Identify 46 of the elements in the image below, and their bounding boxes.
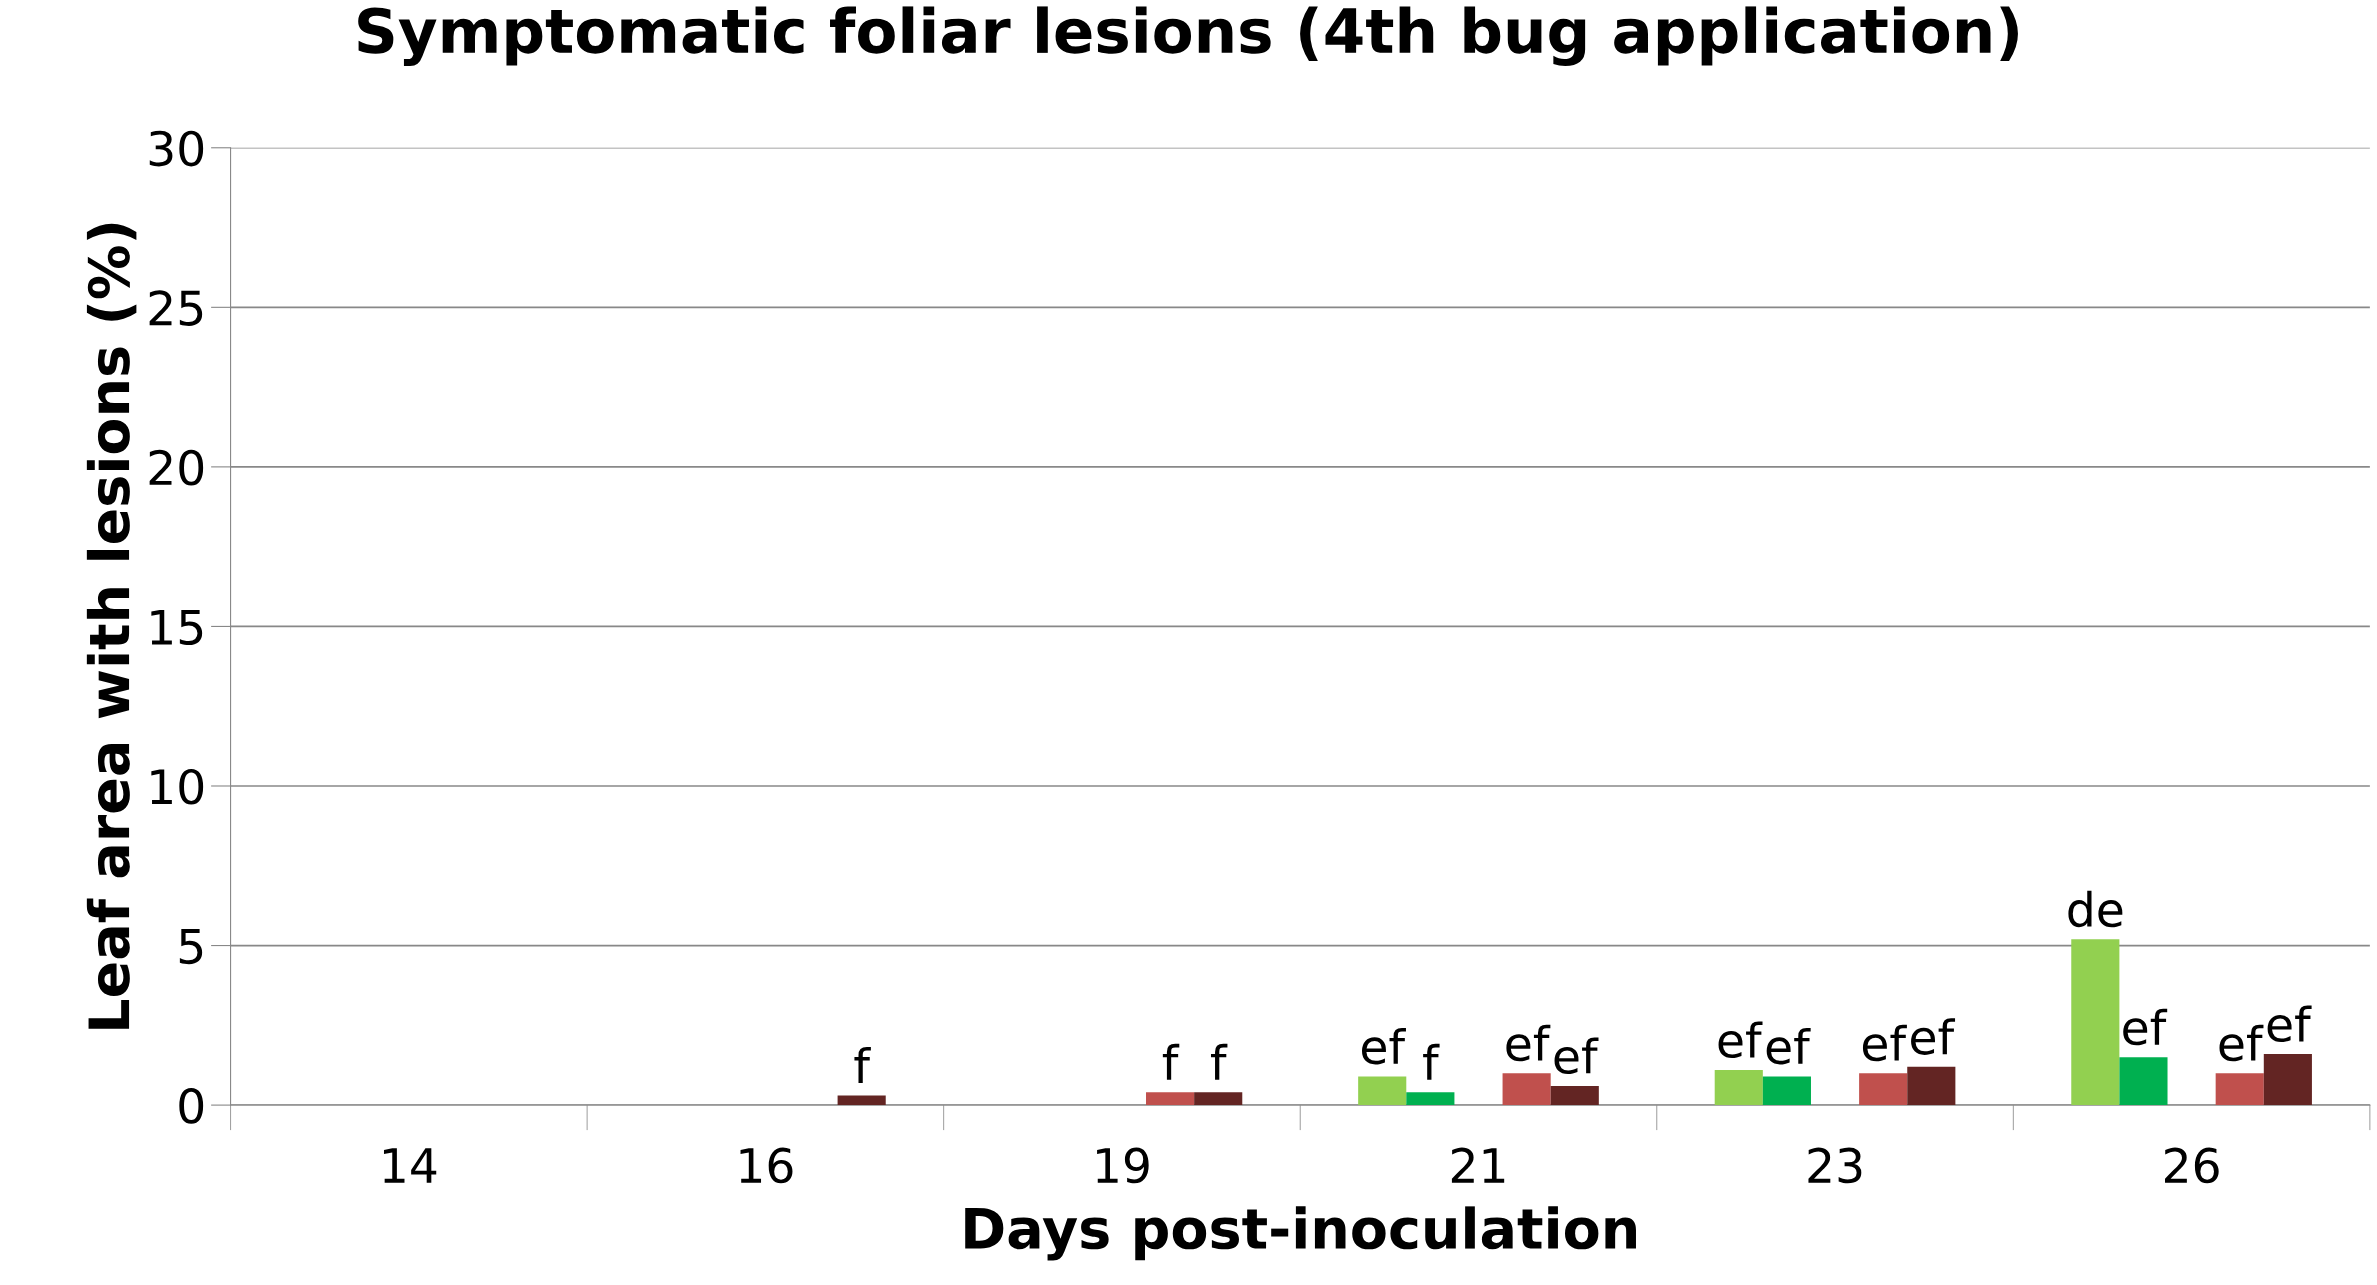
y-axis-title: Leaf area with lesions (%) (86, 223, 137, 1029)
data-label: ef (2219, 1024, 2264, 1062)
y-tick-label: 0 (179, 1087, 204, 1124)
bar (2215, 1073, 2264, 1106)
data-label: de (2068, 890, 2123, 928)
data-label: f (1210, 1043, 1228, 1080)
bar (1550, 1085, 1599, 1106)
bar (1146, 1092, 1195, 1106)
data-label: ef (1911, 1018, 1956, 1055)
data-label: ef (2267, 1005, 2312, 1043)
y-tick-label: 20 (149, 449, 204, 486)
data-label: ef (1766, 1027, 1811, 1065)
y-tick-label: 25 (149, 290, 203, 326)
y-tick-label: 5 (179, 929, 203, 965)
bar (1194, 1092, 1243, 1106)
x-axis-title: Days post-inoculation (965, 1206, 1636, 1261)
x-tick-label: 21 (1451, 1147, 1505, 1183)
data-label: f (1423, 1043, 1440, 1080)
data-label: f (854, 1047, 871, 1083)
chart-title: Symptomatic foliar lesions (4th bug application) (358, 6, 2018, 67)
bar (1406, 1092, 1455, 1106)
x-tick-label: 16 (740, 1147, 793, 1184)
bar (1714, 1070, 1763, 1106)
data-label: ef (1361, 1027, 1406, 1065)
y-tick-label: 30 (149, 130, 204, 167)
bar (2119, 1057, 2168, 1106)
data-label: ef (1862, 1024, 1907, 1062)
data-label: ef (1506, 1024, 1551, 1062)
bar (1859, 1073, 1908, 1106)
data-label: ef (2123, 1008, 2168, 1046)
bar (1358, 1076, 1407, 1106)
data-label: f (1162, 1043, 1180, 1080)
bar (2071, 939, 2120, 1106)
bar (2263, 1054, 2312, 1106)
bar (1762, 1076, 1811, 1106)
x-tick-label: 26 (2165, 1147, 2219, 1184)
bar (1907, 1066, 1956, 1106)
data-label: ef (1718, 1021, 1763, 1059)
x-tick-label: 23 (1808, 1147, 1862, 1184)
y-tick-label: 10 (151, 768, 204, 805)
x-tick-label: 14 (383, 1148, 437, 1183)
y-tick-label: 15 (151, 609, 203, 646)
bar (837, 1095, 886, 1106)
x-tick-label: 19 (1097, 1147, 1149, 1184)
data-label: ef (1554, 1037, 1599, 1075)
bar (1502, 1073, 1551, 1106)
